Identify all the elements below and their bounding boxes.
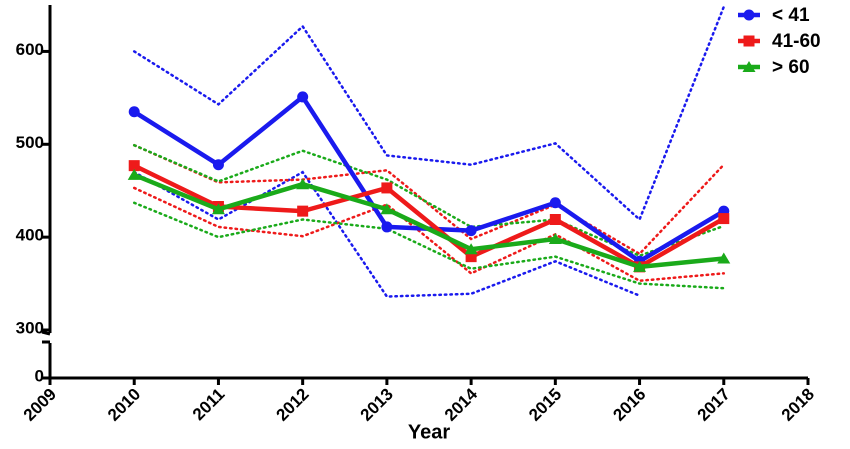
confidence-band-line [132,186,726,283]
confidence-band-line [132,170,641,298]
confidence-band-line [132,5,726,222]
y-tick-label: 500 [16,133,44,152]
legend-label: < 41 [772,5,810,26]
point [464,243,478,255]
point [548,233,562,244]
x-tick-label: 2016 [609,385,649,425]
point [128,160,140,172]
point [128,106,140,118]
point [633,260,647,272]
y-tick-label: 400 [16,226,44,245]
point [549,214,561,225]
x-tick-label: 2015 [525,385,565,425]
x-tick-label: 2009 [20,385,60,425]
axis-break [41,330,51,344]
x-axis-title: Year [408,421,450,443]
x-tick-label: 2011 [189,385,229,425]
point [211,203,225,215]
x-tick-label: 2014 [441,384,482,425]
x-tick-label: 2012 [272,385,312,425]
point [296,178,310,190]
point [717,252,731,264]
point [381,182,393,194]
legend-marker [743,35,755,47]
y-tick-label: 0 [35,366,44,385]
x-tick-label: 2013 [357,385,397,425]
series-line [133,172,725,270]
x-tick-label: 2017 [694,385,734,425]
x-tick-label: 2010 [104,385,144,425]
y-tick-label: 600 [16,40,44,59]
point [718,213,730,225]
point [127,168,141,180]
legend-label: 41-60 [772,31,821,52]
point [297,205,309,217]
x-tick-label: 2018 [778,385,818,425]
point [465,225,477,237]
point [212,159,224,171]
legend-marker [743,9,755,21]
point [297,91,309,103]
point [465,251,477,263]
confidence-band-line [132,201,726,290]
legend-label: > 60 [772,57,810,78]
point [380,203,394,215]
y-tick-label: 300 [16,318,44,337]
point [381,221,393,233]
legend-marker [742,61,756,72]
point [549,197,561,209]
